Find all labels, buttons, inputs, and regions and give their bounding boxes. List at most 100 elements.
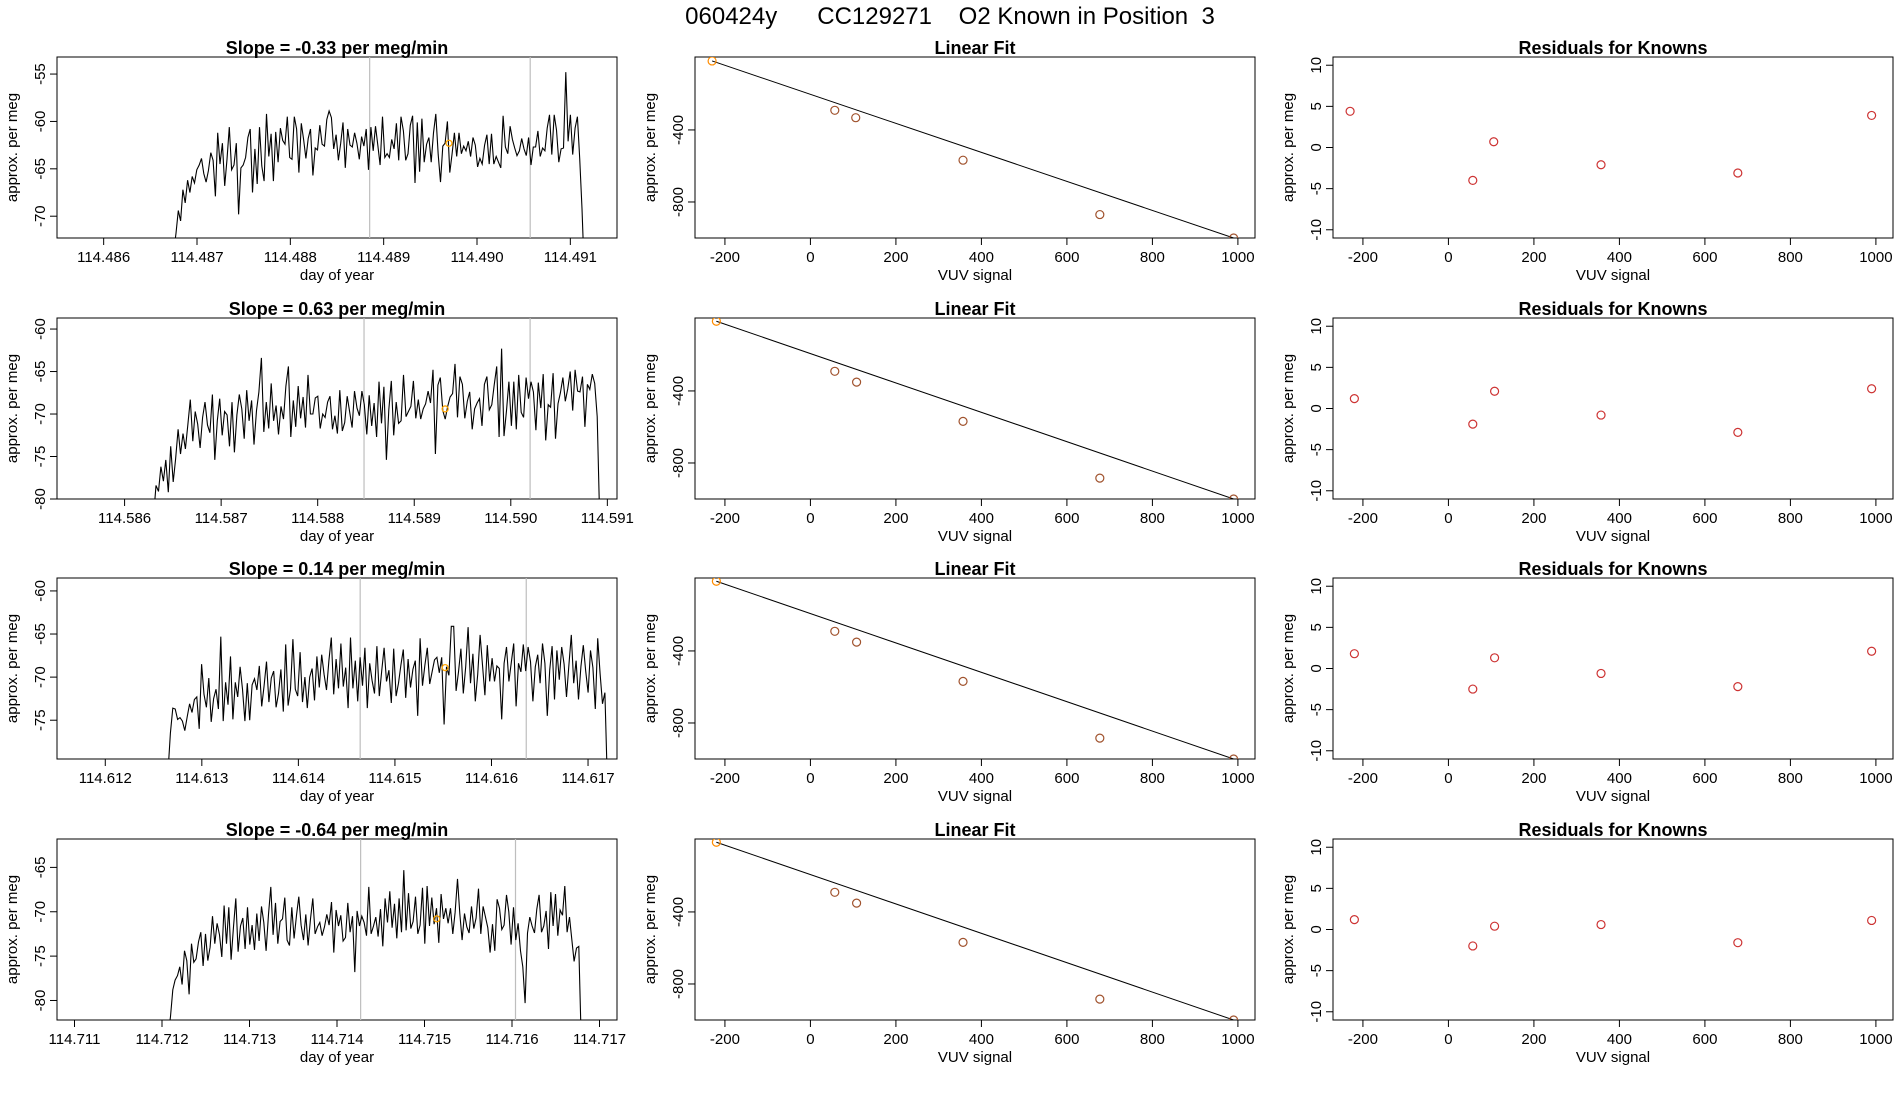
x-tick-label: 200 (883, 770, 908, 787)
x-tick-label: 200 (1521, 770, 1546, 787)
x-tick-label: 114.712 (135, 1031, 188, 1048)
x-tick-label: -200 (1348, 249, 1378, 266)
fit-line (716, 841, 1234, 1020)
x-tick-label: 0 (806, 770, 814, 787)
y-tick-label: -400 (670, 376, 687, 406)
x-tick-label: 400 (969, 770, 994, 787)
data-point (1468, 175, 1478, 186)
plot-area (174, 57, 584, 238)
data-point (1468, 941, 1478, 951)
chart-title: Slope = 0.14 per meg/min (229, 559, 446, 579)
x-tick-label: 0 (806, 249, 814, 266)
x-tick-label: 114.489 (357, 249, 410, 266)
chart-title: Linear Fit (934, 820, 1015, 840)
x-tick-label: -200 (710, 510, 740, 527)
x-tick-label: 800 (1778, 249, 1803, 266)
plot-area (711, 318, 1239, 499)
data-point (830, 366, 840, 376)
data-point (958, 676, 968, 686)
chart-panel: Slope = -0.64 per meg/min 114.711 114.712 1… (4, 820, 626, 1066)
data-point (1733, 681, 1743, 692)
data-point (1596, 919, 1606, 930)
plot-area (1345, 106, 1877, 186)
x-tick-label: 114.490 (450, 249, 503, 266)
y-tick-label: -75 (32, 945, 49, 967)
y-axis-label: approx. per meg (1280, 93, 1297, 202)
plot-frame (694, 838, 1256, 1021)
y-tick-label: -5 (1308, 964, 1325, 977)
y-axis-label: approx. per meg (642, 614, 659, 723)
x-tick-label: -200 (710, 249, 740, 266)
data-point (1345, 106, 1355, 116)
x-tick-label: 600 (1692, 510, 1717, 527)
x-tick-label: 114.617 (561, 770, 614, 787)
data-point (1095, 473, 1105, 483)
x-tick-label: 800 (1140, 510, 1165, 527)
data-point (958, 155, 968, 165)
x-axis-label: VUV signal (938, 1049, 1012, 1066)
data-trace (174, 72, 584, 238)
x-tick-label: 600 (1054, 510, 1079, 527)
x-tick-label: 114.614 (272, 770, 325, 787)
y-tick-label: -10 (1308, 480, 1325, 502)
x-tick-label: 114.491 (544, 249, 597, 266)
y-tick-label: -800 (670, 969, 687, 999)
x-axis-label: VUV signal (938, 788, 1012, 805)
chart-panel: Linear Fit -200 0 200 400 600 800 1000 VUV signa… (642, 299, 1256, 545)
x-tick-label: 800 (1778, 510, 1803, 527)
data-point (958, 416, 968, 426)
y-tick-label: -10 (1308, 740, 1325, 762)
x-tick-label: 114.488 (264, 249, 317, 266)
chart-panel: Slope = 0.63 per meg/min 114.586 114.587 11… (4, 299, 634, 545)
y-tick-label: 5 (1308, 623, 1325, 631)
x-axis-label: day of year (300, 528, 374, 545)
y-axis-label: approx. per meg (642, 93, 659, 202)
x-tick-label: 800 (1140, 1031, 1165, 1048)
y-tick-label: 10 (1308, 318, 1325, 335)
plot-frame (1332, 317, 1894, 500)
data-point (851, 377, 862, 387)
data-point (1489, 921, 1500, 931)
data-point (1733, 427, 1743, 437)
x-tick-label: 0 (806, 510, 814, 527)
x-tick-label: 400 (969, 510, 994, 527)
plot-area (1349, 915, 1877, 951)
x-tick-label: 114.711 (49, 1031, 101, 1048)
x-tick-label: 114.590 (484, 510, 537, 527)
x-axis-label: VUV signal (938, 528, 1012, 545)
plot-frame (1332, 838, 1894, 1021)
x-axis-label: day of year (300, 1049, 374, 1066)
data-point (711, 318, 721, 326)
data-point (1468, 419, 1478, 429)
x-tick-label: 114.589 (388, 510, 441, 527)
data-point (1095, 733, 1105, 743)
data-point (1095, 209, 1105, 220)
x-tick-label: 1000 (1859, 510, 1892, 527)
x-tick-label: 600 (1692, 249, 1717, 266)
data-point (1349, 394, 1359, 404)
data-point (1733, 168, 1743, 178)
data-point (1349, 649, 1359, 659)
y-tick-label: -10 (1308, 1001, 1325, 1023)
data-point (1489, 653, 1500, 663)
chart-panel: Linear Fit -200 0 200 400 600 800 1000 VUV signa… (642, 559, 1256, 805)
data-point (707, 57, 717, 66)
data-point (1349, 915, 1359, 925)
data-point (830, 887, 840, 897)
x-tick-label: 114.616 (465, 770, 518, 787)
y-tick-label: -65 (32, 623, 49, 645)
data-point (851, 637, 862, 647)
data-point (1468, 684, 1478, 694)
plot-area (711, 839, 1239, 1020)
x-tick-label: 800 (1778, 1031, 1803, 1048)
y-tick-label: -60 (32, 318, 49, 340)
x-tick-label: 114.487 (170, 249, 223, 266)
x-tick-label: 400 (1607, 510, 1632, 527)
x-axis-label: VUV signal (1576, 788, 1650, 805)
y-tick-label: -60 (32, 111, 49, 133)
chart-panel: Slope = 0.14 per meg/min 114.612 114.613 11… (4, 559, 618, 805)
y-tick-label: -80 (32, 990, 49, 1012)
x-tick-label: 200 (883, 510, 908, 527)
y-tick-label: -800 (670, 187, 687, 217)
y-tick-label: 0 (1308, 925, 1325, 933)
